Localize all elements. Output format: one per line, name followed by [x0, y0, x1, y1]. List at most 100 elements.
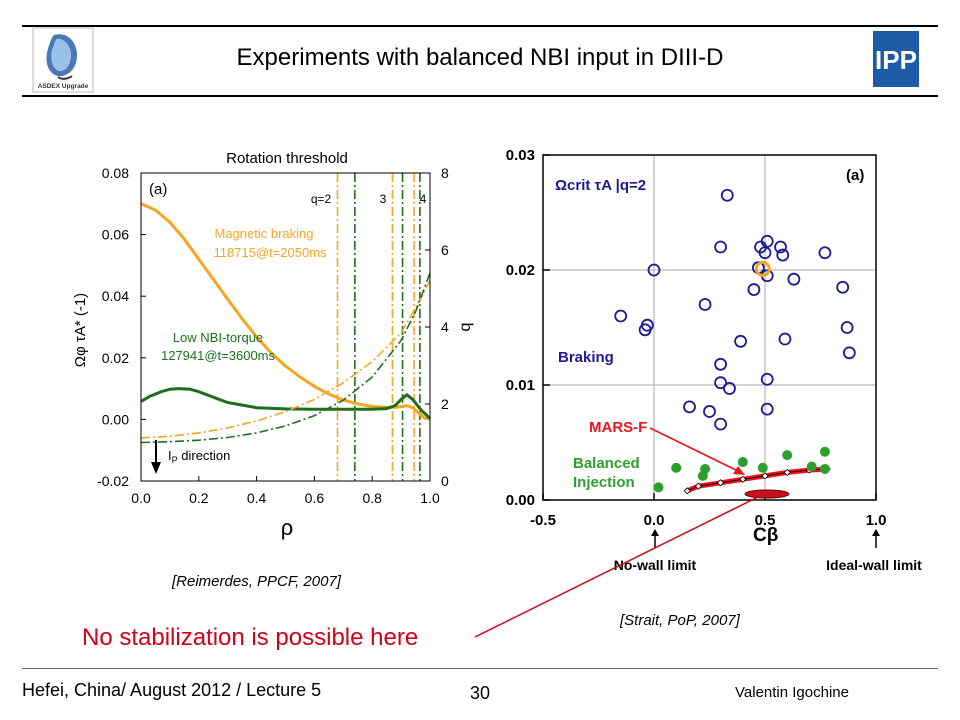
- braking-annotation: Braking: [558, 349, 614, 366]
- balanced-injection-point: [653, 482, 664, 493]
- mars-f-point: [717, 479, 725, 487]
- left-y-tick-label: 0.02: [102, 350, 129, 366]
- q2-label: q=2: [311, 192, 332, 206]
- left-y2-tick-label: 8: [441, 165, 449, 181]
- braking-point: [747, 283, 761, 296]
- rotation-threshold-chart: 0.0 0.2 0.4 0.6 0.8 1.0 0.08 0.06 0.04 0.02 0.00 -0…: [72, 145, 480, 565]
- right-x-tick-label: 1.0: [866, 512, 887, 529]
- braking-series-label: Magnetic braking: [215, 226, 314, 241]
- braking-point: [734, 334, 747, 348]
- right-chart-panel-label: (a): [846, 167, 864, 184]
- left-chart-q-lines: [336, 173, 421, 481]
- note-pointer-line: [474, 495, 761, 638]
- unstable-region-marker: [744, 489, 790, 499]
- right-y-tick-label: 0.02: [506, 262, 535, 279]
- balanced-annotation-line1: Balanced: [573, 455, 640, 472]
- right-chart-y-label: Ωcrit τA |q=2: [555, 177, 646, 194]
- left-x-tick-label: 0.8: [362, 490, 382, 506]
- left-x-tick-label: 0.6: [305, 490, 325, 506]
- mars-f-point: [761, 472, 769, 480]
- right-x-tick-label: -0.5: [530, 512, 556, 529]
- braking-point: [714, 417, 727, 431]
- balanced-injection-point: [671, 462, 682, 473]
- left-y-tick-label: 0.08: [102, 165, 129, 181]
- balanced-injection-point: [757, 462, 768, 473]
- right-y-tick-label: 0.03: [506, 147, 535, 164]
- balanced-annotation-line2: Injection: [573, 474, 635, 491]
- low-torque-shot-label: 127941@t=3600ms: [161, 348, 276, 363]
- left-chart-y2-label: q: [457, 323, 474, 332]
- braking-point: [776, 248, 790, 262]
- ip-direction-arrow: [151, 440, 161, 474]
- braking-point: [714, 357, 727, 371]
- mars-f-arrow-head: [733, 466, 745, 475]
- right-chart-frame: [542, 154, 877, 501]
- highlighted-shot-point: [754, 260, 771, 277]
- braking-scatter-chart: -0.5 0.0 0.5 1.0 0.03 0.02 0.01 0.00 Ωcrit τA |…: [506, 147, 922, 573]
- header-bottom-rule: [22, 95, 938, 97]
- mars-f-point: [739, 475, 747, 483]
- rotation-profile-line: [140, 387, 432, 420]
- left-x-tick-label: 0.0: [131, 490, 151, 506]
- ideal-wall-arrow-head: [872, 529, 880, 536]
- right-chart-x-label: Cβ: [753, 525, 778, 546]
- right-x-tick-label: 0.5: [755, 512, 776, 529]
- braking-point: [758, 246, 772, 260]
- braking-point: [836, 280, 850, 294]
- page-number: 30: [470, 683, 491, 703]
- left-x-tick-label: 0.2: [189, 490, 209, 506]
- asdex-logo-label: ASDEX Upgrade: [38, 83, 89, 90]
- braking-point: [774, 240, 787, 254]
- braking-point: [683, 400, 696, 414]
- braking-point: [778, 332, 792, 346]
- left-chart-x-label: ρ: [281, 515, 294, 540]
- braking-point: [760, 372, 774, 386]
- braking-point: [818, 246, 832, 260]
- right-y-tick-label: 0.00: [506, 492, 535, 509]
- left-chart-series: [140, 202, 432, 444]
- right-citation: [Strait, PoP, 2007]: [620, 612, 740, 629]
- mars-f-arrow-line: [649, 427, 741, 473]
- balanced-injection-point: [697, 470, 708, 481]
- right-chart-series: [614, 188, 856, 495]
- balanced-injection-point: [737, 457, 748, 468]
- mars-f-point: [683, 487, 691, 495]
- right-x-tick-label: 0.0: [644, 512, 665, 529]
- header-top-rule: [22, 25, 938, 27]
- ip-direction-label: IP direction: [168, 448, 230, 465]
- left-y-tick-label: 0.00: [102, 411, 129, 427]
- left-x-tick-label: 1.0: [420, 490, 440, 506]
- braking-point: [842, 346, 856, 360]
- braking-point: [647, 263, 661, 277]
- low-torque-series-label: Low NBI-torque: [173, 330, 263, 345]
- right-chart-ticks: -0.5 0.0 0.5 1.0 0.03 0.02 0.01 0.00: [506, 147, 887, 529]
- braking-point: [698, 298, 712, 311]
- braking-point: [720, 188, 734, 202]
- balanced-injection-point: [782, 450, 793, 461]
- asdex-logo: ASDEX Upgrade: [32, 27, 94, 93]
- right-y-tick-label: 0.01: [506, 377, 535, 394]
- q-profile-line: [140, 272, 431, 444]
- left-x-tick-label: 0.4: [247, 490, 267, 506]
- q4-label: 4: [420, 192, 427, 206]
- footer-rule: [22, 668, 938, 669]
- balanced-injection-point: [819, 446, 830, 457]
- braking-point: [723, 382, 736, 395]
- braking-point: [840, 321, 854, 334]
- ipp-logo-label: IPP: [875, 45, 917, 75]
- mars-f-annotation: MARS-F: [589, 419, 647, 436]
- mars-f-point: [694, 482, 702, 490]
- braking-point: [714, 376, 727, 390]
- left-citation: [Reimerdes, PPCF, 2007]: [172, 573, 341, 590]
- braking-shot-label: 118715@t=2050ms: [213, 245, 327, 260]
- left-chart-title: Rotation threshold: [226, 150, 348, 167]
- left-y-tick-label: 0.04: [102, 288, 129, 304]
- left-y2-tick-label: 0: [441, 473, 449, 489]
- mars-f-centerline: [687, 468, 828, 492]
- braking-point: [703, 405, 716, 418]
- braking-point: [614, 309, 628, 323]
- left-y2-tick-label: 4: [441, 319, 449, 335]
- left-chart-panel-label: (a): [149, 181, 167, 198]
- braking-point: [714, 240, 727, 254]
